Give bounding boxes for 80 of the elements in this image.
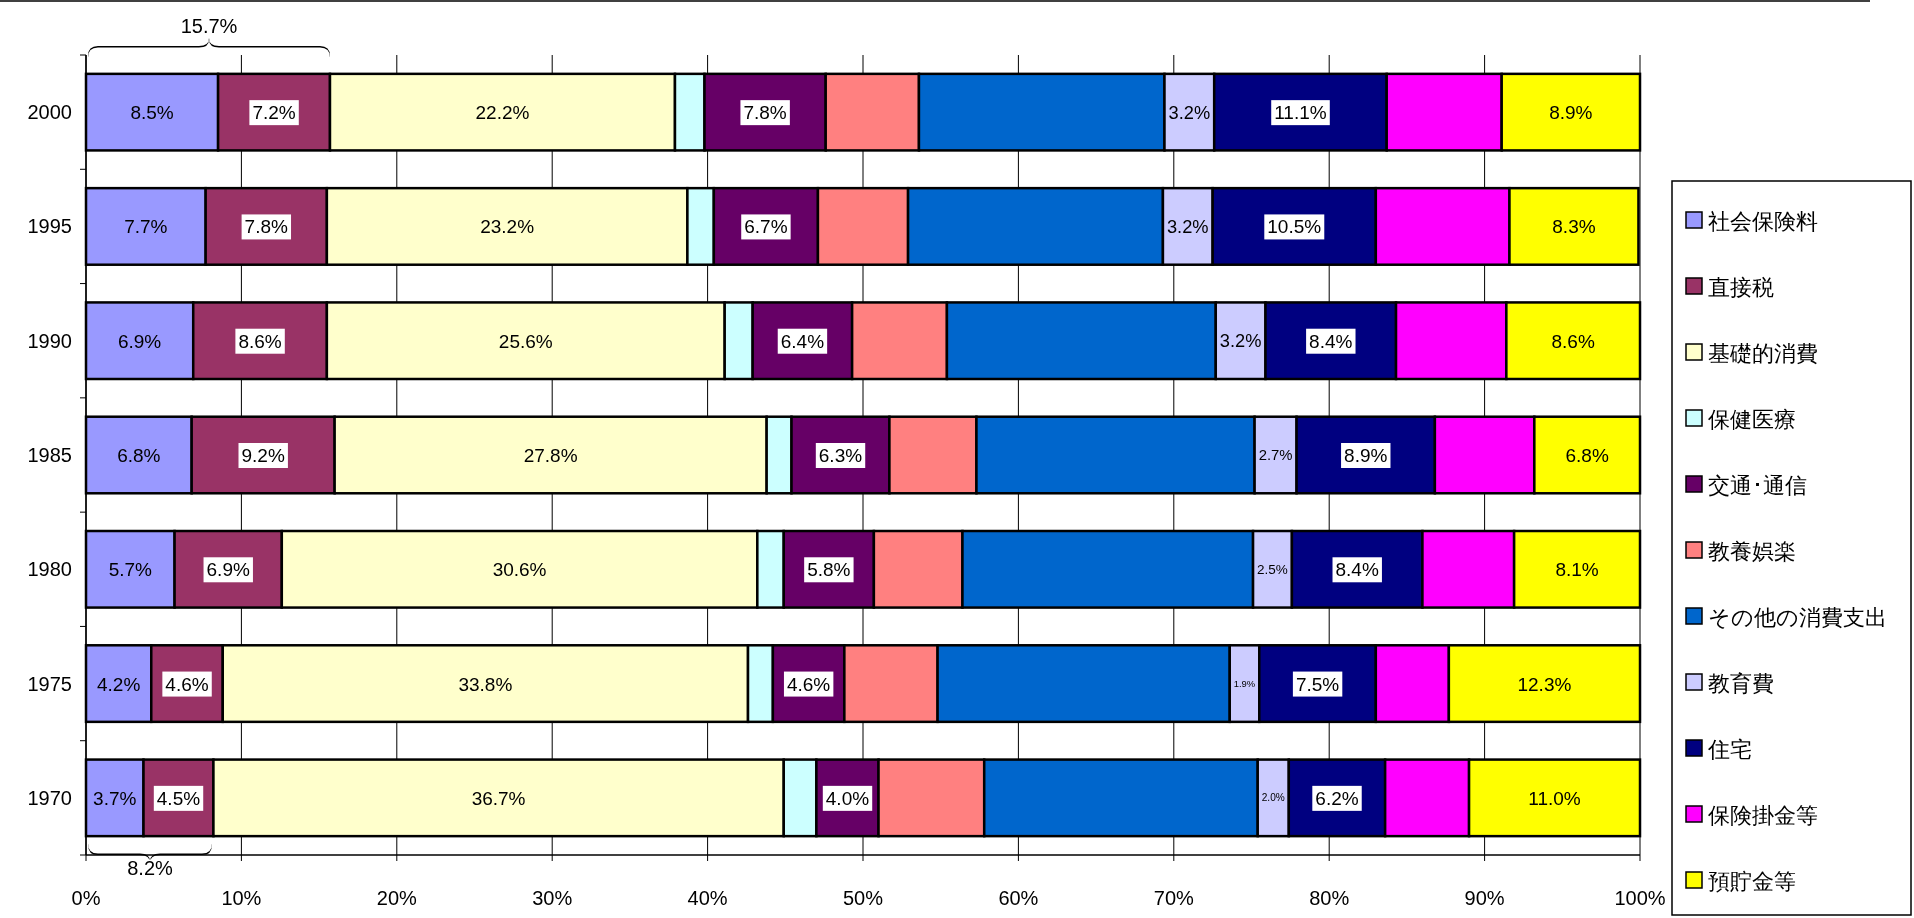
- data-label: 11.1%: [1274, 102, 1327, 124]
- legend-label: 預貯金等: [1708, 869, 1796, 894]
- data-label: 8.6%: [1551, 330, 1595, 352]
- data-label: 6.3%: [818, 445, 863, 466]
- y-tick-label: 1975: [27, 672, 72, 695]
- legend-label: 交通･通信: [1708, 473, 1807, 498]
- legend-label: その他の消費支出: [1708, 605, 1887, 630]
- data-label: 6.8%: [117, 445, 161, 466]
- data-label: 7.8%: [743, 102, 787, 124]
- data-label: 3.2%: [1166, 216, 1209, 237]
- x-tick-label: 60%: [998, 887, 1039, 909]
- data-label: 4.6%: [165, 673, 209, 695]
- legend-label: 社会保険料: [1708, 209, 1818, 234]
- x-tick-label: 10%: [221, 887, 262, 909]
- legend-label: 保険掛金等: [1708, 803, 1818, 828]
- data-label: 3.7%: [93, 787, 137, 809]
- x-tick-label: 80%: [1309, 887, 1350, 909]
- data-label: 8.6%: [238, 330, 282, 352]
- data-label: 8.1%: [1555, 559, 1599, 581]
- data-label: 5.8%: [807, 559, 851, 581]
- data-label: 8.3%: [1552, 216, 1596, 238]
- data-label: 3.2%: [1168, 101, 1211, 123]
- legend-label: 住宅: [1707, 737, 1752, 762]
- data-label: 7.8%: [244, 216, 289, 238]
- legend-label: 教養娯楽: [1708, 539, 1796, 564]
- data-label: 6.4%: [780, 330, 825, 352]
- data-label: 5.7%: [108, 559, 153, 581]
- data-label: 4.0%: [825, 787, 870, 809]
- x-tick-label: 30%: [532, 887, 573, 909]
- data-label: 7.7%: [124, 216, 168, 238]
- legend-label: 教育費: [1708, 671, 1774, 696]
- data-label: 4.5%: [156, 787, 201, 809]
- data-label: 8.4%: [1335, 559, 1379, 581]
- data-label: 6.9%: [206, 559, 250, 581]
- x-tick-label: 90%: [1464, 887, 1505, 909]
- data-label: 10.5%: [1267, 216, 1322, 238]
- data-label: 11.0%: [1528, 787, 1581, 809]
- legend-label: 基礎的消費: [1708, 341, 1818, 366]
- x-tick-label: 40%: [687, 887, 728, 909]
- data-label: 8.9%: [1549, 102, 1593, 124]
- data-label: 6.2%: [1315, 787, 1359, 809]
- legend-label: 保健医療: [1708, 407, 1796, 432]
- data-label: 6.7%: [744, 216, 788, 238]
- y-tick-label: 1995: [27, 215, 72, 238]
- x-tick-label: 0%: [71, 887, 101, 909]
- text: 15.7%: [180, 15, 238, 37]
- data-label: 12.3%: [1517, 673, 1572, 695]
- data-label: 30.6%: [492, 559, 547, 581]
- data-label: 23.2%: [480, 216, 535, 238]
- data-label: 6.8%: [1565, 445, 1609, 466]
- y-tick-label: 1970: [27, 786, 72, 809]
- data-label: 4.6%: [786, 673, 831, 695]
- data-label: 7.5%: [1295, 673, 1340, 695]
- data-label: 8.9%: [1344, 445, 1388, 466]
- data-label: 3.2%: [1219, 330, 1262, 352]
- data-label: 36.7%: [471, 787, 526, 809]
- text: 8.2%: [127, 857, 174, 879]
- y-tick-label: 1985: [27, 444, 72, 466]
- data-label: 1.9%: [1233, 677, 1256, 689]
- data-label: 4.2%: [96, 673, 141, 695]
- x-tick-label: 70%: [1153, 887, 1195, 909]
- x-tick-label: 100%: [1614, 887, 1666, 909]
- data-label: 2.7%: [1258, 447, 1293, 464]
- data-label: 6.9%: [117, 330, 162, 352]
- y-tick-label: 2000: [27, 101, 72, 124]
- data-label: 8.5%: [130, 102, 174, 124]
- legend-label: 直接税: [1708, 275, 1774, 300]
- data-label: 9.2%: [241, 445, 285, 466]
- x-tick-label: 50%: [842, 887, 884, 909]
- data-label: 7.2%: [252, 102, 296, 124]
- data-label: 22.2%: [475, 102, 530, 124]
- data-label: 25.6%: [498, 330, 553, 352]
- y-tick-label: 1990: [27, 329, 72, 352]
- data-label: 8.4%: [1309, 330, 1353, 352]
- data-label: 2.5%: [1257, 562, 1288, 578]
- y-tick-label: 1980: [27, 558, 72, 581]
- data-label: 2.0%: [1261, 792, 1285, 804]
- x-tick-label: 20%: [376, 887, 418, 909]
- data-label: 33.8%: [458, 673, 513, 695]
- data-label: 27.8%: [523, 445, 578, 466]
